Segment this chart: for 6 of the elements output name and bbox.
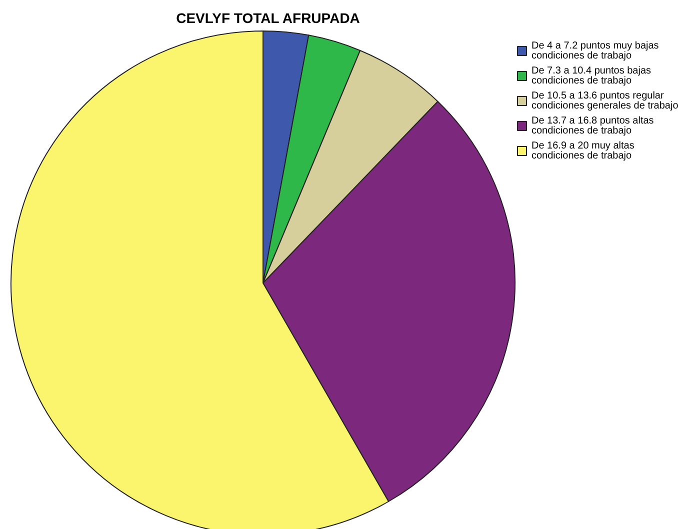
legend-label: De 7.3 a 10.4 puntos bajas condiciones de trabajo [532,66,654,86]
legend-label: De 13.7 a 16.8 puntos altas condiciones de trabajo [532,116,657,136]
legend-label: De 10.5 a 13.6 puntos regular condiciones generales de trabajo [532,90,678,112]
legend-label: De 16.9 a 20 muy altas condiciones de trabajo [532,140,638,162]
legend-label: De 4 a 7.2 puntos muy bajas condiciones de trabajo [532,40,662,62]
chart-title: CEVLYF TOTAL AFRUPADA [176,10,360,26]
